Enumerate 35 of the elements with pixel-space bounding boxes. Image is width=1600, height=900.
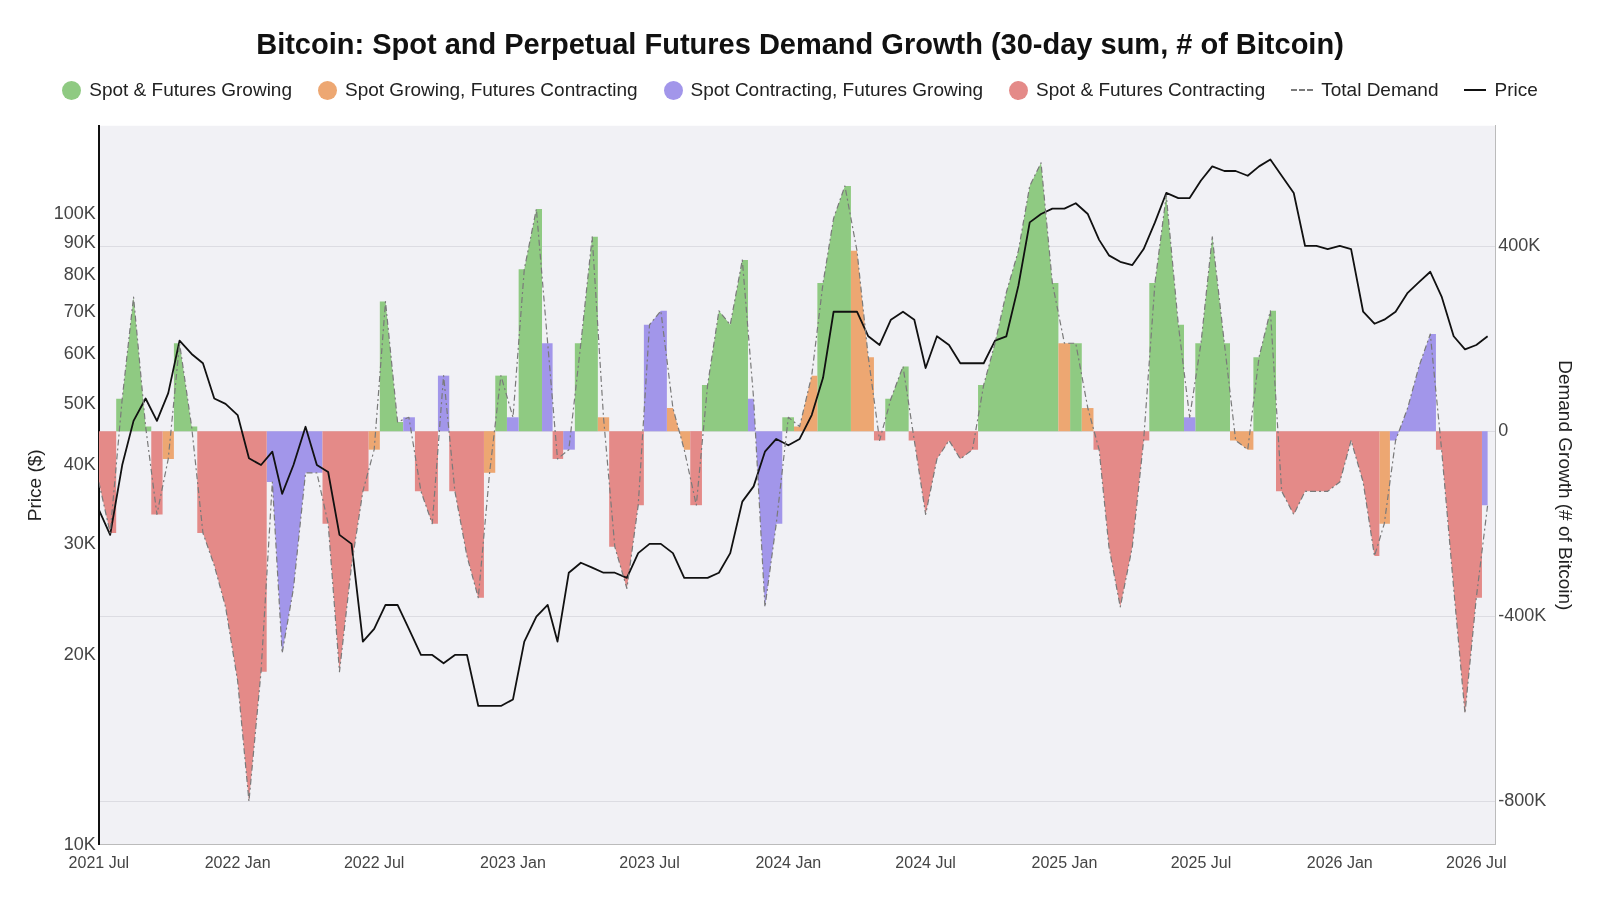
y2-axis-title: Demand Growth (# of Bitcoin) — [1555, 360, 1577, 611]
x-tick-label: 2023 Jan — [480, 853, 546, 871]
y-axis-title: Price ($) — [23, 449, 45, 522]
legend-label: Spot Contracting, Futures Growing — [690, 79, 984, 101]
y-tick-label: 70K — [63, 300, 96, 321]
y-tick-label: 90K — [63, 231, 96, 252]
line-series — [98, 162, 1489, 802]
x-tick-label: 2025 Jan — [1031, 853, 1098, 871]
y-tick-label: 10K — [63, 833, 96, 854]
x-tick-label: 2022 Jan — [204, 853, 271, 871]
y-tick-label: 80K — [63, 264, 96, 285]
y-tick-label: 20K — [63, 643, 96, 664]
y-tick-label: 30K — [63, 532, 96, 553]
legend-label: Spot & Futures Contracting — [1036, 79, 1266, 101]
y-tick-label: 40K — [63, 454, 96, 475]
x-tick-label: 2025 Jul — [1170, 853, 1232, 871]
y2-tick-label: 0 — [1498, 420, 1509, 441]
y-tick-label: 60K — [63, 342, 96, 363]
x-tick-label: 2024 Jan — [755, 853, 822, 871]
legend-label: Price — [1494, 79, 1538, 101]
x-tick-label: 2023 Jul — [619, 853, 680, 871]
legend-label: Spot Growing, Futures Contracting — [345, 79, 638, 101]
x-tick-label: 2022 Jul — [343, 853, 405, 871]
legend-label: Total Demand — [1321, 79, 1439, 101]
y-tick-label: 50K — [63, 392, 96, 413]
legend-label: Spot & Futures Growing — [89, 79, 292, 101]
x-tick-label: 2026 Jan — [1306, 853, 1373, 871]
x-tick-label: 2021 Jul — [68, 853, 130, 871]
y2-tick-label: 400K — [1498, 235, 1541, 256]
x-tick-label: 2024 Jul — [895, 853, 956, 871]
y2-tick-label: -800K — [1498, 790, 1547, 811]
x-tick-label: 2026 Jul — [1446, 853, 1507, 871]
chart-title: Bitcoin: Spot and Perpetual Futures Demand Growth (30-day sum, # of Bitcoin) — [255, 28, 1345, 62]
y2-tick-label: -400K — [1498, 605, 1547, 626]
y-tick-label: 100K — [53, 203, 96, 223]
